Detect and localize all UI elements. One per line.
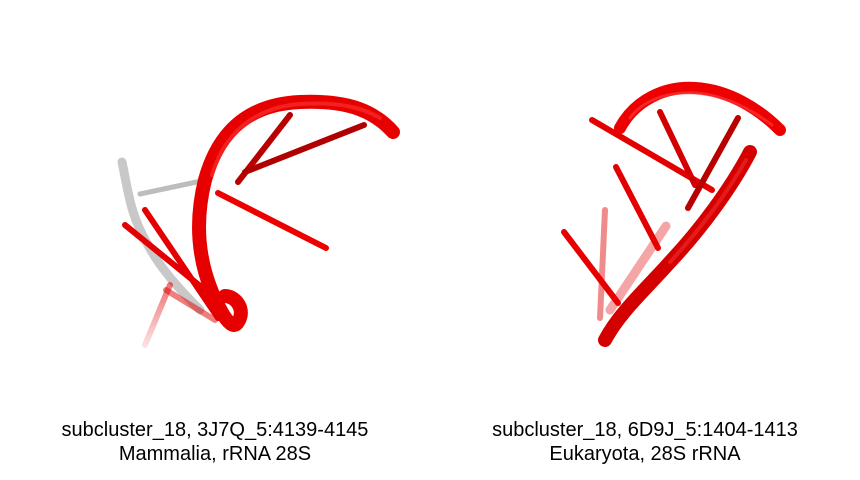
base-stick	[561, 229, 621, 306]
structure-panel-right: subcluster_18, 6D9J_5:1404-1413 Eukaryot…	[430, 0, 860, 480]
base-stick	[685, 115, 741, 211]
structure-id-label: subcluster_18, 3J7Q_5:4139-4145	[61, 419, 369, 441]
rna-structure-3j7q	[117, 94, 400, 348]
taxonomy-label: Eukaryota, 28S rRNA	[549, 443, 741, 465]
backbone-highlight	[210, 101, 382, 177]
base-stick	[142, 282, 173, 348]
structure-id-label: subcluster_18, 6D9J_5:1404-1413	[492, 419, 798, 441]
backbone-highlight	[668, 158, 748, 264]
base-stick	[242, 122, 367, 175]
base-stick	[215, 190, 329, 251]
base-stick	[163, 287, 218, 323]
rna-structure-6d9j	[561, 81, 786, 347]
base-stick	[613, 164, 661, 251]
caption-left: subcluster_18, 3J7Q_5:4139-4145 Mammalia…	[0, 418, 430, 466]
base-stick	[597, 207, 608, 321]
red-backbone-strand-upper	[614, 81, 786, 136]
taxonomy-label: Mammalia, rRNA 28S	[118, 443, 312, 465]
caption-right: subcluster_18, 6D9J_5:1404-1413 Eukaryot…	[430, 418, 860, 466]
gray-base-stick	[137, 177, 209, 197]
structure-panel-left: subcluster_18, 3J7Q_5:4139-4145 Mammalia…	[0, 94, 430, 466]
backbone-highlight	[628, 91, 774, 127]
base-stick	[657, 109, 698, 188]
base-stick	[142, 207, 221, 321]
red-backbone-strand	[192, 94, 400, 332]
red-backbone-strand-lower	[598, 145, 757, 347]
